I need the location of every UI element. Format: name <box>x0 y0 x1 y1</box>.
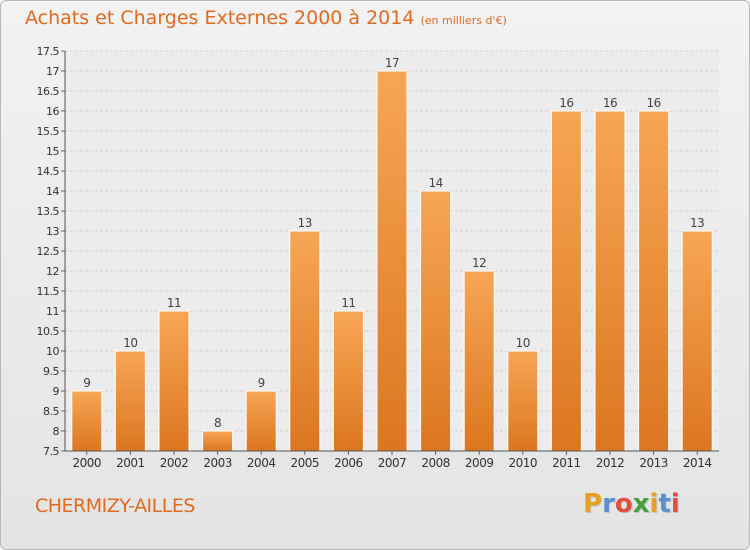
logo-letter: P <box>583 489 603 519</box>
value-label: 13 <box>690 216 704 230</box>
y-tick-label: 13.5 <box>37 205 60 218</box>
x-tick-label: 2008 <box>421 456 450 470</box>
y-tick-label: 12 <box>46 265 59 278</box>
x-tick-label: 2011 <box>552 456 581 470</box>
value-label: 8 <box>214 416 221 430</box>
chart-unit: (en milliers d'€) <box>420 14 507 27</box>
bar <box>245 390 277 452</box>
value-label: 11 <box>167 296 181 310</box>
value-label: 14 <box>428 176 442 190</box>
y-tick-label: 8.5 <box>43 405 59 418</box>
value-label: 13 <box>298 216 312 230</box>
y-tick-label: 15 <box>46 145 59 158</box>
y-tick-label: 16 <box>46 105 59 118</box>
y-tick-label: 17.5 <box>37 45 60 58</box>
y-tick-label: 9.5 <box>43 365 59 378</box>
bar <box>289 230 321 452</box>
x-tick-label: 2009 <box>465 456 494 470</box>
logo-letter: t <box>658 489 671 519</box>
bar <box>376 70 408 452</box>
x-tick-label: 2001 <box>116 456 145 470</box>
x-tick-label: 2002 <box>160 456 189 470</box>
bar <box>114 350 146 452</box>
y-tick-label: 15.5 <box>37 125 60 138</box>
bar <box>332 310 364 452</box>
value-label: 9 <box>83 376 90 390</box>
y-tick-label: 9 <box>53 385 60 398</box>
value-label: 16 <box>603 96 617 110</box>
bar <box>71 390 103 452</box>
title-line: Achats et Charges Externes 2000 à 2014 (e… <box>25 7 507 29</box>
bar <box>594 110 626 452</box>
y-tick-label: 14.5 <box>37 165 60 178</box>
bar <box>420 190 452 452</box>
bar <box>158 310 190 452</box>
y-tick-label: 11.5 <box>37 285 60 298</box>
bar <box>550 110 582 452</box>
y-tick-label: 10 <box>46 345 59 358</box>
logo-letter: i <box>649 489 659 519</box>
bars: 9 10 11 8 9 13 11 17 14 12 10 16 16 16 13 <box>71 56 713 452</box>
axes: 7.5 8 8.5 9 9.5 10 10.5 11 11.5 12 12.5 13 13.5 14 14.… <box>37 45 719 470</box>
x-tick-label: 2003 <box>203 456 232 470</box>
value-label: 16 <box>559 96 573 110</box>
x-tick-label: 2010 <box>509 456 538 470</box>
y-tick-label: 17 <box>46 65 59 78</box>
bar <box>638 110 670 452</box>
value-label: 11 <box>341 296 355 310</box>
value-label: 17 <box>385 56 399 70</box>
value-label: 16 <box>646 96 660 110</box>
x-tick-label: 2004 <box>247 456 276 470</box>
logo-letter: r <box>602 489 615 519</box>
value-label: 10 <box>516 336 530 350</box>
y-tick-label: 7.5 <box>43 445 59 458</box>
y-tick-label: 16.5 <box>37 85 60 98</box>
x-tick-label: 2007 <box>378 456 407 470</box>
bar <box>681 230 713 452</box>
y-tick-label: 13 <box>46 225 59 238</box>
logo-letter: i <box>670 489 680 519</box>
x-tick-label: 2005 <box>291 456 320 470</box>
bar <box>507 350 539 452</box>
proxiti-logo: Proxiti <box>583 489 680 519</box>
y-tick-label: 12.5 <box>37 245 60 258</box>
x-tick-label: 2012 <box>596 456 625 470</box>
value-label: 9 <box>258 376 265 390</box>
x-tick-label: 2014 <box>683 456 712 470</box>
x-tick-label: 2000 <box>73 456 102 470</box>
commune-name: CHERMIZY-AILLES <box>35 495 195 517</box>
x-tick-label: 2006 <box>334 456 363 470</box>
value-label: 10 <box>123 336 137 350</box>
logo-letter: x <box>632 489 650 519</box>
y-tick-label: 8 <box>53 425 60 438</box>
logo-letter: o <box>614 489 633 519</box>
value-label: 12 <box>472 256 486 270</box>
bar <box>202 430 234 452</box>
y-tick-label: 10.5 <box>37 325 60 338</box>
bar <box>463 270 495 452</box>
y-tick-label: 11 <box>46 305 59 318</box>
chart-title: Achats et Charges Externes 2000 à 2014 <box>25 7 415 29</box>
y-tick-label: 14 <box>46 185 59 198</box>
x-tick-label: 2013 <box>639 456 668 470</box>
